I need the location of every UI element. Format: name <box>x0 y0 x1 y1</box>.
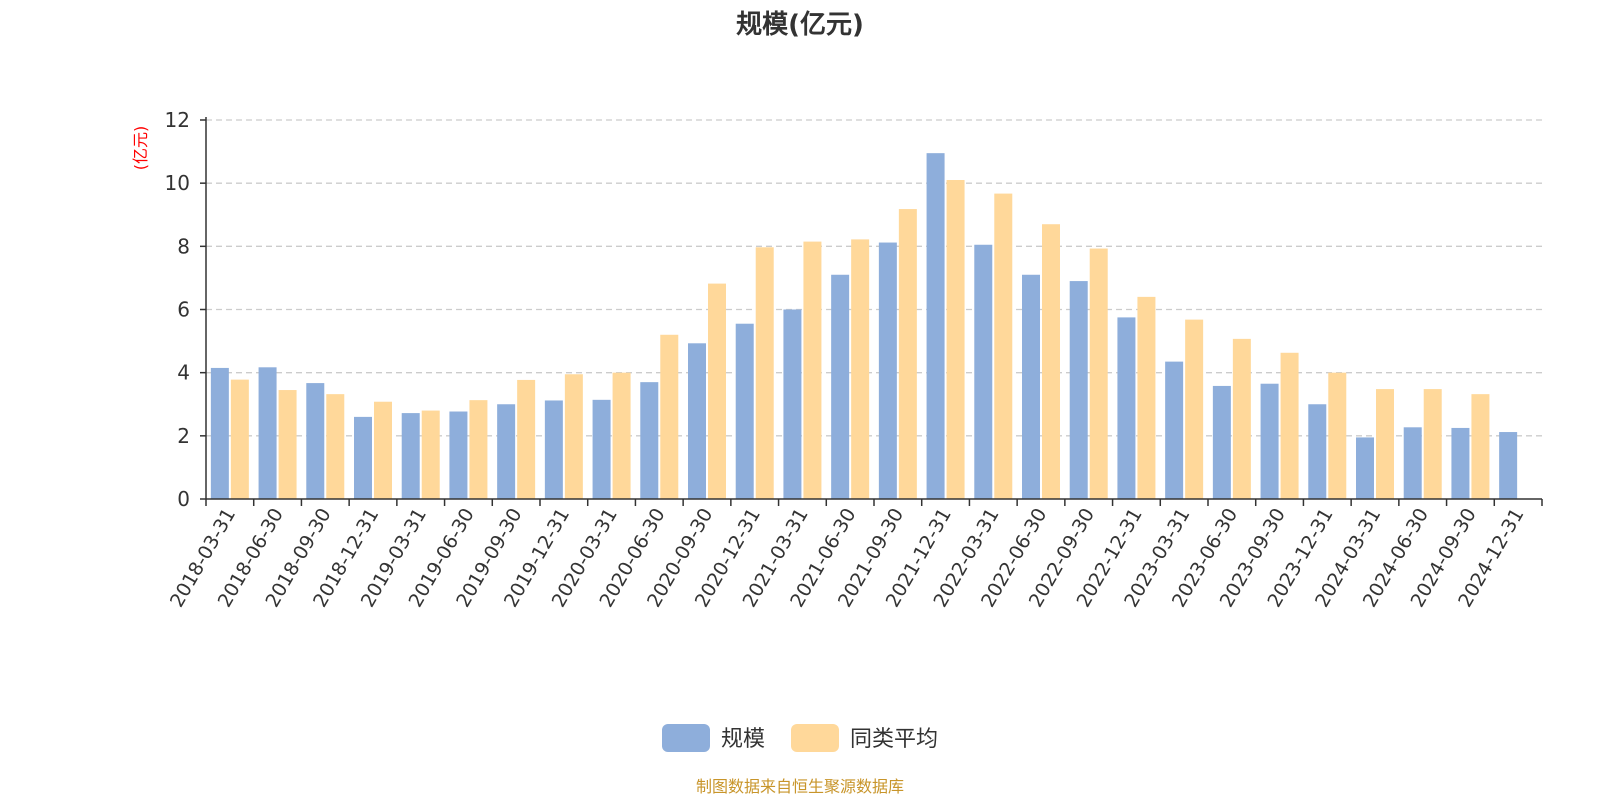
bar-category-average[interactable] <box>517 379 536 499</box>
bar-scale[interactable] <box>878 242 897 499</box>
bar-scale[interactable] <box>306 383 325 499</box>
bar-scale[interactable] <box>1069 281 1088 499</box>
bar-category-average[interactable] <box>278 390 297 499</box>
bar-category-average[interactable] <box>469 400 488 499</box>
bar-category-average[interactable] <box>1376 389 1394 499</box>
bar-category-average[interactable] <box>421 410 440 499</box>
y-tick-label: 10 <box>165 171 190 195</box>
bar-category-average[interactable] <box>1328 372 1347 499</box>
y-tick-label: 6 <box>177 298 190 322</box>
bar-scale[interactable] <box>688 343 706 499</box>
bar-scale[interactable] <box>640 382 659 499</box>
bar-scale[interactable] <box>1165 361 1184 499</box>
bar-category-average[interactable] <box>851 239 870 499</box>
bar-scale[interactable] <box>592 399 611 499</box>
bars <box>210 153 1518 500</box>
y-tick-label: 8 <box>177 234 190 258</box>
bar-scale[interactable] <box>1499 432 1518 499</box>
y-tick-label: 12 <box>165 108 190 132</box>
bar-category-average[interactable] <box>994 193 1013 499</box>
bar-category-average[interactable] <box>564 374 583 499</box>
bar-scale[interactable] <box>449 411 468 499</box>
bar-scale[interactable] <box>1451 427 1470 499</box>
bar-scale[interactable] <box>831 274 850 499</box>
y-tick-label: 2 <box>177 424 190 448</box>
y-tick-label: 4 <box>177 361 190 385</box>
chart-title: 规模(亿元) <box>736 10 864 40</box>
bar-category-average[interactable] <box>374 401 392 499</box>
bar-scale[interactable] <box>926 153 945 499</box>
bar-category-average[interactable] <box>708 283 726 499</box>
bar-category-average[interactable] <box>1280 352 1299 499</box>
bar-scale[interactable] <box>1117 317 1136 499</box>
axes <box>200 117 1543 506</box>
bar-category-average[interactable] <box>803 241 822 500</box>
bar-scale[interactable] <box>783 309 802 500</box>
legend-label-scale[interactable]: 规模 <box>721 727 765 752</box>
bar-category-average[interactable] <box>1137 296 1156 499</box>
x-axis-tick-labels: 2018-03-312018-06-302018-09-302018-12-31… <box>166 504 1529 611</box>
bar-scale[interactable] <box>258 367 277 499</box>
bar-category-average[interactable] <box>1471 394 1490 499</box>
bar-scale[interactable] <box>1260 383 1279 499</box>
bar-scale[interactable] <box>1403 427 1422 499</box>
bar-scale[interactable] <box>735 323 754 499</box>
bar-scale[interactable] <box>1308 404 1327 499</box>
y-tick-label: 0 <box>177 487 190 511</box>
bar-scale[interactable] <box>497 404 516 499</box>
bar-scale[interactable] <box>1212 385 1231 499</box>
bar-category-average[interactable] <box>1185 319 1204 499</box>
y-axis-tick-labels: 0 2 4 6 8 10 12 <box>165 108 190 511</box>
y-axis-unit-label: (亿元) <box>131 126 150 171</box>
bar-category-average[interactable] <box>1423 389 1442 499</box>
legend[interactable]: 规模 同类平均 <box>662 724 938 752</box>
bar-category-average[interactable] <box>660 334 679 499</box>
legend-label-category-average[interactable]: 同类平均 <box>850 727 938 752</box>
bar-category-average[interactable] <box>1042 224 1060 499</box>
bar-category-average[interactable] <box>230 379 249 499</box>
bar-scale[interactable] <box>354 416 372 499</box>
bar-scale[interactable] <box>974 244 993 499</box>
bar-scale[interactable] <box>1022 274 1040 499</box>
bar-scale[interactable] <box>1356 437 1374 499</box>
legend-swatch-category-average[interactable] <box>791 724 839 752</box>
bar-category-average[interactable] <box>755 247 774 499</box>
bar-scale[interactable] <box>544 400 563 499</box>
legend-swatch-scale[interactable] <box>662 724 710 752</box>
bar-scale[interactable] <box>401 413 420 499</box>
bar-category-average[interactable] <box>946 180 965 499</box>
bar-category-average[interactable] <box>1089 248 1108 499</box>
bar-category-average[interactable] <box>1232 338 1251 499</box>
bar-category-average[interactable] <box>326 394 345 499</box>
bar-category-average[interactable] <box>898 209 917 499</box>
data-source-note: 制图数据来自恒生聚源数据库 <box>696 777 904 796</box>
bar-category-average[interactable] <box>612 372 631 499</box>
bar-scale[interactable] <box>210 367 229 499</box>
